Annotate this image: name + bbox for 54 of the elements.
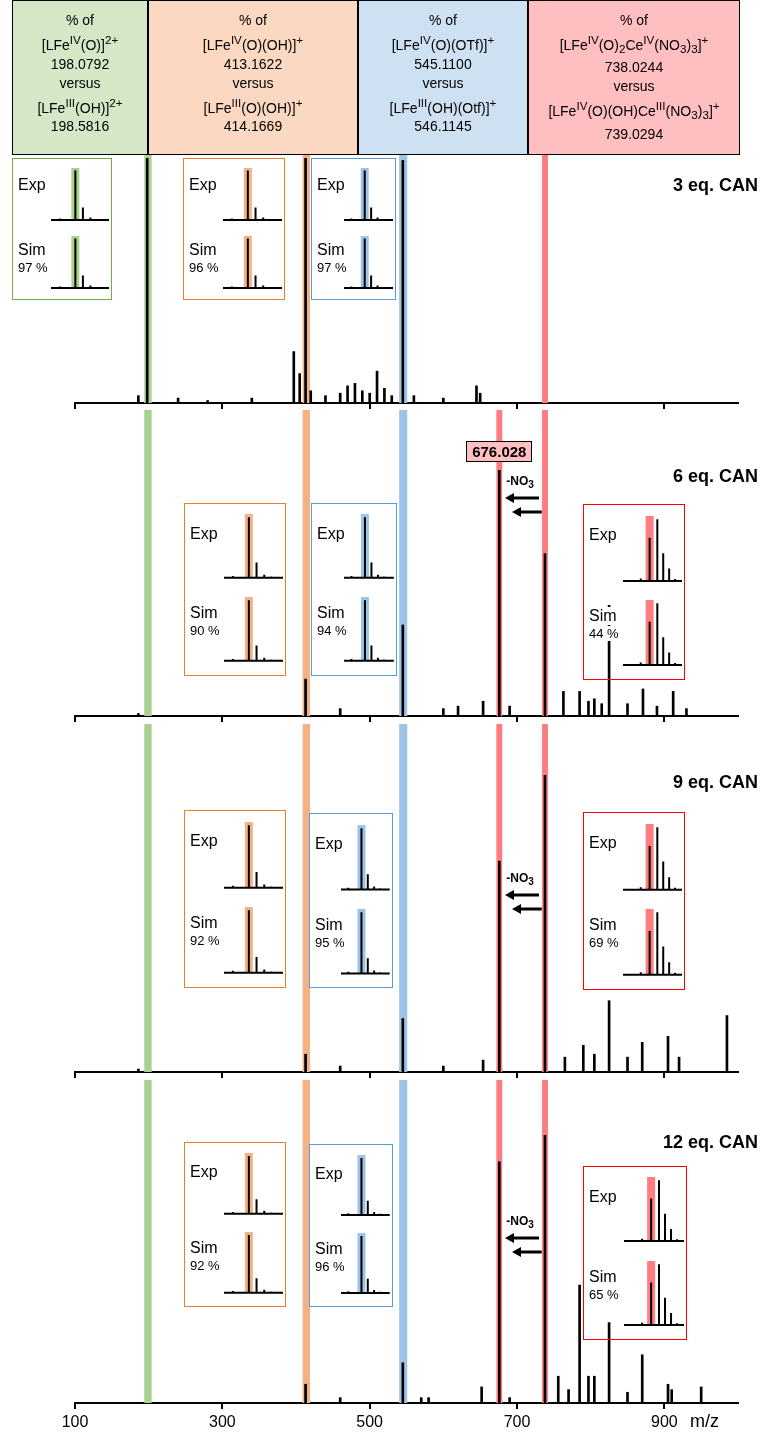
- annotation: 97 %: [317, 260, 347, 276]
- annotation: Exp: [317, 524, 345, 543]
- annotation: 92 %: [190, 1257, 220, 1273]
- text: % of [LFe$^{IV}$(O)(OTf)]$^{+}$ 545.1100 versus [LFe$^{III}$(OH)(Otf)]$^{+}$ 546.1145: [389, 12, 497, 135]
- band-label: 676.028: [466, 441, 533, 462]
- x-tick-label: 700: [503, 1413, 531, 1431]
- annotation: Exp: [190, 832, 218, 851]
- annotation: 69 %: [589, 935, 619, 951]
- annotation: Exp: [315, 1164, 343, 1183]
- x-tick-label: 100: [61, 1413, 89, 1431]
- annotation: Exp: [589, 834, 617, 853]
- annotation: Exp: [189, 176, 217, 195]
- text: Sim: [18, 241, 46, 260]
- annotation: Exp: [589, 526, 617, 545]
- annotation: Exp: [190, 1162, 218, 1181]
- annotation: Sim: [190, 914, 218, 933]
- annotation: Sim: [315, 1239, 343, 1258]
- annotation: 44 %: [589, 626, 619, 642]
- chart-title: 9 eq. CAN: [672, 772, 758, 793]
- annotation: Sim: [190, 1238, 218, 1257]
- annotation: Sim: [315, 915, 343, 934]
- text: 3 eq. CAN: [672, 175, 758, 196]
- annotation: Sim: [317, 604, 345, 623]
- annotation: -NO$_{3}$: [506, 474, 534, 491]
- annotation: Sim: [589, 607, 617, 626]
- annotation: 94 %: [317, 623, 347, 639]
- text: % of [LFe$^{IV}$(O)(OH)]$^{+}$ 413.1622 versus [LFe$^{III}$(O)(OH)]$^{+}$ 414.1669: [202, 12, 304, 135]
- chart-title: 12 eq. CAN: [662, 1132, 758, 1153]
- annotation: Sim: [317, 241, 345, 260]
- annotation: Exp: [589, 1187, 617, 1206]
- annotation: Sim: [190, 604, 218, 623]
- annotation: 95 %: [315, 934, 345, 950]
- annotation: Exp: [315, 835, 343, 853]
- annotation: -NO$_{3}$: [506, 871, 534, 888]
- text: % of [LFe$^{IV}$(O)$_{2}$Ce$^{IV}$(NO$_{3}$)$_{3}$]$^{+}$ 738.0244 versus [LFe$^{IV}$(O)(OH)Ce$^{III}$(NO$_{3}$)$_{3}$]$^{+}$ 739.0294: [548, 12, 720, 142]
- text: % of [LFe$^{IV}$(O)]$^{2+}$ 198.0792 versus [LFe$^{III}$(OH)]$^{2+}$ 198.5816: [37, 12, 123, 135]
- annotation: 90 %: [190, 623, 220, 639]
- x-tick-label: 300: [208, 1413, 236, 1431]
- annotation: Exp: [317, 176, 345, 195]
- annotation: 92 %: [190, 933, 220, 949]
- x-tick-label: 500: [356, 1413, 384, 1431]
- text: Exp: [18, 176, 46, 195]
- chart-title: 6 eq. CAN: [672, 466, 758, 487]
- annotation: Sim: [589, 1267, 617, 1286]
- annotation: Sim: [589, 916, 617, 935]
- annotation: Exp: [190, 524, 218, 543]
- annotation: 96 %: [315, 1258, 345, 1274]
- x-tick-label: 900: [650, 1413, 678, 1431]
- annotation: Sim: [189, 241, 217, 260]
- annotation: 65 %: [589, 1286, 619, 1302]
- annotation: 96 %: [189, 260, 219, 276]
- text: 97 %: [18, 260, 48, 276]
- annotation: -NO$_{3}$: [506, 1214, 534, 1231]
- x-axis-title: m/z: [690, 1411, 719, 1432]
